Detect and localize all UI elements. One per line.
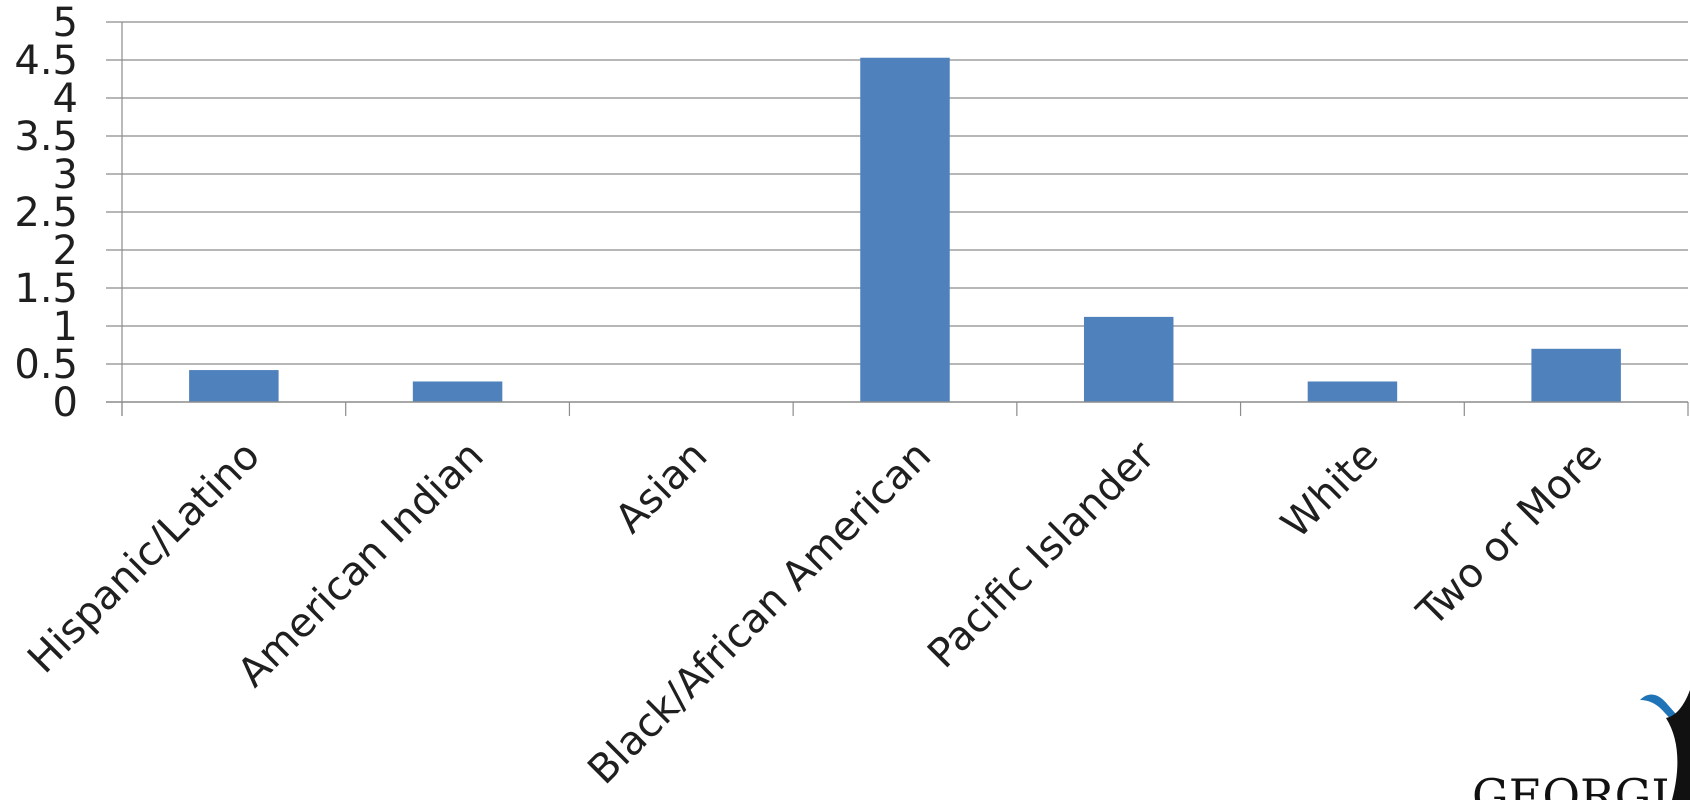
bar-hispanic-latino (189, 370, 279, 402)
y-tick-label: 2 (53, 228, 78, 274)
x-axis (106, 22, 1689, 416)
bar-two-or-more (1531, 348, 1621, 402)
x-tick-label: White (1273, 433, 1388, 548)
y-tick-label: 4.5 (14, 38, 78, 84)
georgia-logo-icon: GEORGI (1472, 690, 1690, 805)
y-tick-label: 3.5 (14, 114, 78, 160)
y-tick-label: 2.5 (14, 190, 78, 236)
bar-black-african-american (860, 57, 950, 402)
y-tick-label: 5 (53, 0, 78, 46)
y-tick-label: 1 (53, 304, 78, 350)
x-tick-label: Hispanic/Latino (19, 433, 269, 683)
x-tick-label: Pacific Islander (919, 432, 1164, 677)
bar-american-indian (412, 381, 503, 402)
bars (189, 57, 1621, 402)
x-tick-label: American Indian (229, 433, 492, 696)
y-tick-label: 0 (53, 380, 78, 426)
x-tick-label: Two or More (1408, 433, 1611, 636)
y-tick-label: 4 (53, 76, 78, 122)
x-tick-label: Asian (607, 433, 717, 543)
logo-swoosh (1640, 694, 1690, 740)
y-tick-label: 1.5 (14, 266, 78, 312)
y-tick-label: 0.5 (14, 342, 78, 388)
bar-white (1307, 381, 1398, 402)
logo-text: GEORGI (1472, 769, 1670, 800)
bar-pacific-islander (1083, 316, 1174, 402)
y-tick-label: 3 (53, 152, 78, 198)
y-axis-tick-labels: 00.511.522.533.544.55 (14, 0, 78, 426)
logo-arc (1666, 690, 1690, 800)
